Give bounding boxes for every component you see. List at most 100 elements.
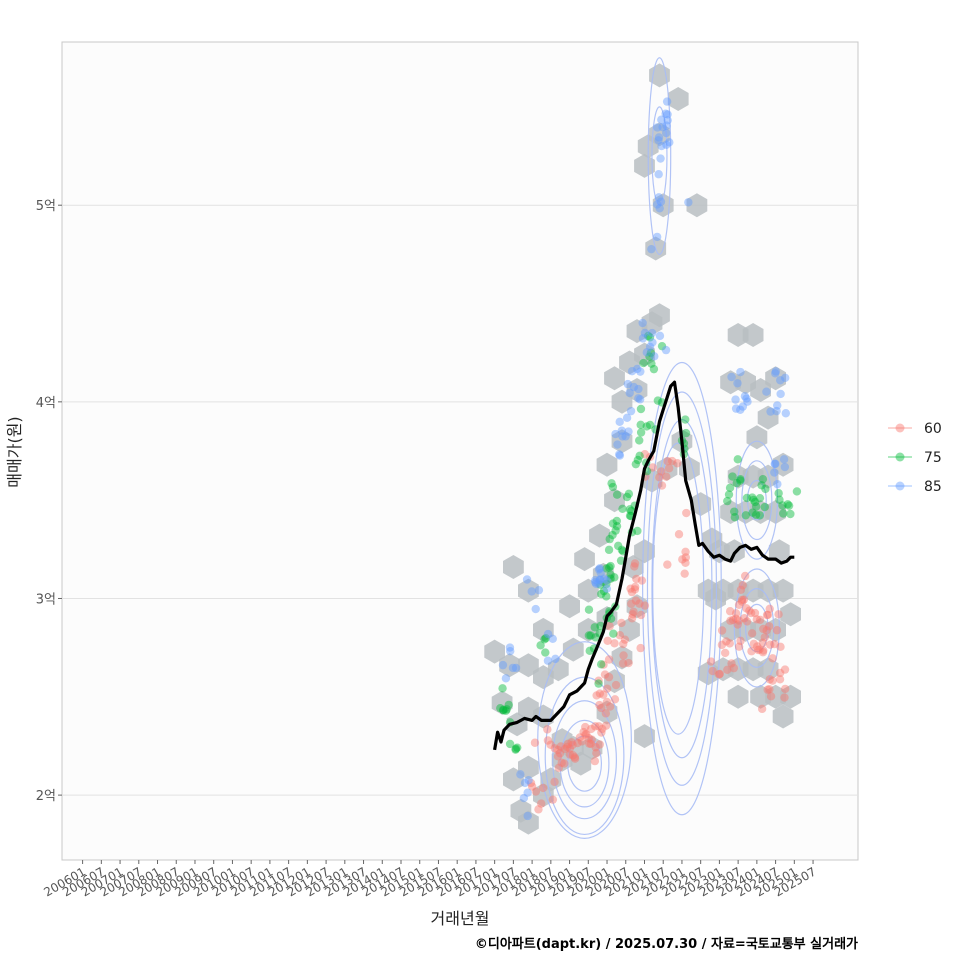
hex-bin xyxy=(491,690,513,715)
density-contour xyxy=(537,641,632,839)
scatter-point-75 xyxy=(757,481,766,490)
scatter-point-85 xyxy=(634,384,643,394)
scatter-point-60 xyxy=(568,740,577,750)
scatter-point-85 xyxy=(611,429,620,439)
scatter-point-60 xyxy=(527,782,537,791)
scatter-point-60 xyxy=(602,697,612,707)
scatter-point-60 xyxy=(768,676,777,685)
scatter-point-75 xyxy=(616,556,626,565)
scatter-point-60 xyxy=(537,799,546,808)
hex-bin xyxy=(592,562,614,587)
scatter-point-60 xyxy=(587,735,596,744)
scatter-point-60 xyxy=(584,733,593,743)
scatter-point-60 xyxy=(599,690,608,699)
hex-bin xyxy=(596,700,618,725)
scatter-point-60 xyxy=(577,737,587,746)
y-axis-title: 매매가(원) xyxy=(5,416,24,487)
scatter-point-60 xyxy=(627,599,636,608)
scatter-point-60 xyxy=(620,635,630,644)
scatter-point-75 xyxy=(751,502,761,511)
hex-bin xyxy=(484,639,505,664)
scatter-point-85 xyxy=(613,440,622,449)
scatter-point-85 xyxy=(770,468,779,477)
scatter-point-60 xyxy=(731,609,741,618)
scatter-point-60 xyxy=(758,648,768,657)
scatter-point-85 xyxy=(615,450,624,459)
density-contour xyxy=(735,440,779,560)
scatter-point-60 xyxy=(636,610,646,620)
scatter-point-75 xyxy=(602,564,611,573)
scatter-point-60 xyxy=(740,571,750,581)
scatter-point-85 xyxy=(511,663,521,673)
scatter-point-85 xyxy=(650,352,659,361)
scatter-point-60 xyxy=(543,736,553,745)
scatter-point-60 xyxy=(717,640,727,650)
scatter-point-60 xyxy=(604,655,614,664)
scatter-point-60 xyxy=(619,651,628,660)
scatter-point-85 xyxy=(665,138,674,147)
scatter-point-60 xyxy=(610,639,619,648)
scatter-point-85 xyxy=(602,576,611,585)
scatter-point-60 xyxy=(565,750,575,759)
scatter-point-75 xyxy=(786,509,795,519)
scatter-point-60 xyxy=(550,744,559,753)
scatter-point-75 xyxy=(501,706,511,716)
scatter-point-60 xyxy=(747,647,756,656)
scatter-point-60 xyxy=(727,659,736,668)
scatter-point-85 xyxy=(781,373,790,383)
scatter-point-85 xyxy=(656,154,665,163)
scatter-point-60 xyxy=(598,724,607,734)
hex-bin xyxy=(622,555,644,579)
scatter-point-60 xyxy=(729,663,739,673)
scatter-point-75 xyxy=(761,484,770,494)
scatter-point-85 xyxy=(657,141,666,151)
scatter-point-60 xyxy=(758,638,768,647)
scatter-point-75 xyxy=(498,684,507,693)
scatter-point-75 xyxy=(496,703,505,713)
scatter-point-60 xyxy=(663,457,672,466)
hex-bin xyxy=(604,488,625,513)
scatter-point-85 xyxy=(648,338,657,347)
legend-swatch-60 xyxy=(895,423,905,433)
scatter-point-60 xyxy=(636,643,645,653)
scatter-point-85 xyxy=(636,367,645,376)
scatter-point-60 xyxy=(605,702,615,711)
scatter-point-60 xyxy=(726,616,735,625)
scatter-point-60 xyxy=(567,738,576,747)
scatter-point-60 xyxy=(631,582,640,592)
scatter-point-75 xyxy=(748,493,757,502)
scatter-point-60 xyxy=(765,640,775,649)
scatter-point-85 xyxy=(684,198,693,207)
scatter-point-85 xyxy=(590,577,600,587)
scatter-point-75 xyxy=(511,745,520,754)
hex-bin xyxy=(577,578,599,603)
scatter-point-85 xyxy=(731,404,741,413)
scatter-point-85 xyxy=(506,646,515,656)
scatter-point-60 xyxy=(734,600,744,610)
scatter-point-75 xyxy=(605,563,614,572)
scatter-point-60 xyxy=(780,693,789,702)
hex-bin xyxy=(626,378,648,402)
x-axis: 2006012006072007012007072008012008072009… xyxy=(41,860,819,900)
scatter-point-60 xyxy=(581,730,590,739)
scatter-point-60 xyxy=(648,463,658,472)
scatter-point-75 xyxy=(749,495,758,505)
hex-bin xyxy=(518,578,539,603)
scatter-point-60 xyxy=(723,665,732,674)
scatter-point-75 xyxy=(636,420,645,430)
scatter-point-60 xyxy=(747,629,757,638)
scatter-point-75 xyxy=(639,358,648,368)
scatter-point-60 xyxy=(752,615,761,624)
scatter-point-60 xyxy=(591,743,600,752)
scatter-point-60 xyxy=(556,742,565,751)
legend-label-75: 75 xyxy=(924,450,942,466)
scatter-point-60 xyxy=(546,740,555,749)
scatter-point-75 xyxy=(540,635,549,644)
scatter-point-75 xyxy=(750,497,760,507)
hex-bin xyxy=(634,724,655,749)
scatter-point-60 xyxy=(563,742,572,752)
scatter-point-75 xyxy=(502,705,511,714)
hex-bin xyxy=(518,810,539,835)
density-contour xyxy=(647,57,672,255)
scatter-point-85 xyxy=(595,564,604,573)
